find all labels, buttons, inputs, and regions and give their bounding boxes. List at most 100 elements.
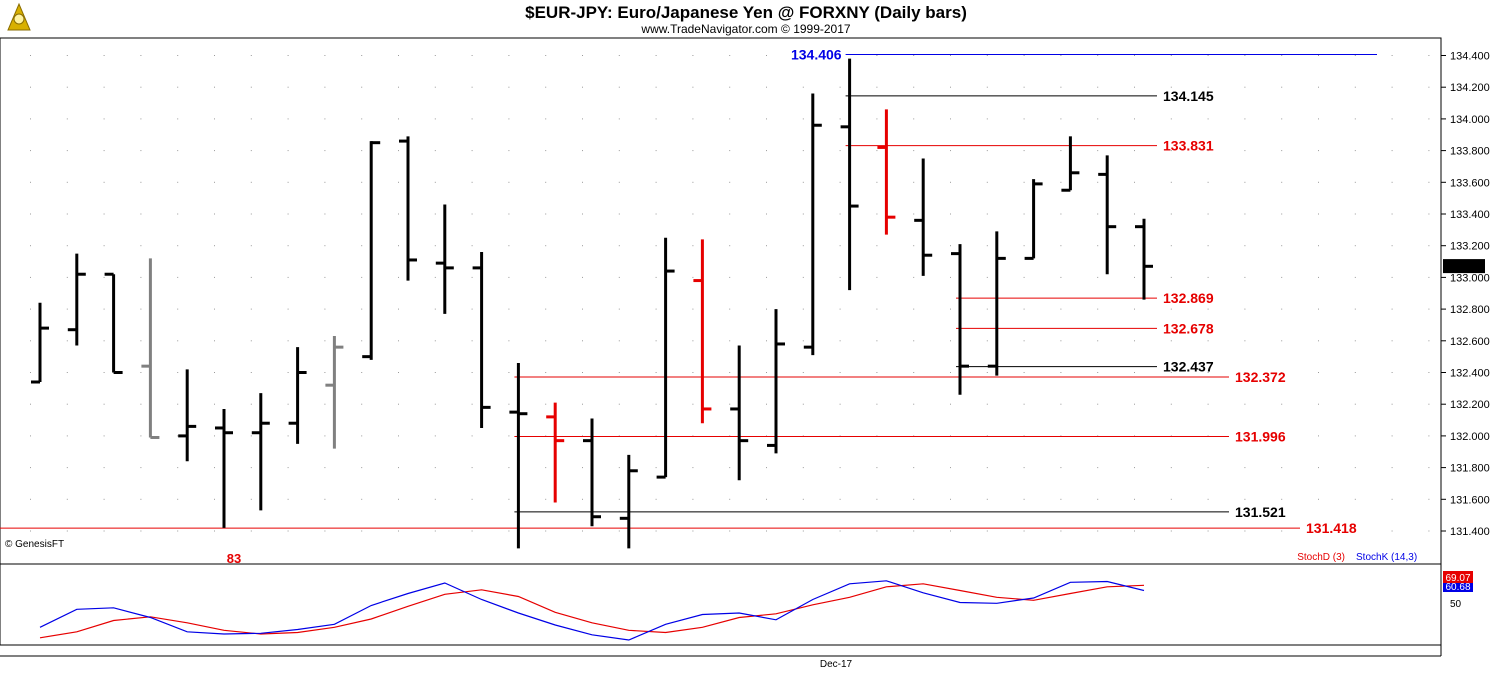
grid-dot [1170,308,1172,310]
grid-dot [876,86,878,88]
grid-dot [508,86,510,88]
grid-dot [1023,498,1025,500]
grid-dot [1207,308,1209,310]
grid-dot [103,150,105,152]
grid-dot [508,55,510,56]
grid-dot [398,340,399,342]
grid-dot [1318,308,1319,310]
grid-dot [140,86,142,88]
grid-dot [913,530,915,532]
grid-dot [30,150,31,152]
grid-dot [1170,530,1172,532]
grid-dot [545,435,547,437]
grid-dot [618,372,620,373]
grid-dot [1060,276,1062,278]
grid-dot [1244,181,1246,183]
grid-dot [1023,403,1025,405]
chart-title: $EUR-JPY: Euro/Japanese Yen @ FORXNY (Da… [525,3,967,22]
grid-dot [250,467,252,469]
grid-dot [692,530,694,532]
grid-dot [471,213,473,215]
grid-dot [618,403,620,405]
grid-dot [839,55,841,56]
grid-dot [766,276,767,278]
grid-dot [766,372,767,373]
grid-dot [140,276,142,278]
grid-dot [1207,150,1209,152]
grid-dot [508,276,510,278]
grid-dot [214,55,215,56]
grid-dot [250,403,252,405]
grid-dot [729,213,731,215]
grid-dot [950,245,951,247]
grid-dot [1097,403,1099,405]
grid-dot [766,181,767,183]
level-label: 131.996 [1235,429,1286,445]
grid-dot [1023,530,1025,532]
x-axis-label: Dec-17 [820,659,853,670]
y-tick-label: 134.400 [1450,51,1490,63]
last-price-badge: 133.071 [1443,259,1485,274]
grid-dot [1023,372,1025,373]
grid-dot [913,55,915,56]
grid-dot [177,150,179,152]
grid-dot [1281,150,1283,152]
grid-dot [582,276,583,278]
grid-dot [140,181,142,183]
grid-dot [177,245,179,247]
grid-dot [103,372,105,373]
grid-dot [1428,150,1430,152]
grid-dot [692,150,694,152]
grid-dot [250,213,252,215]
grid-dot [1244,467,1246,469]
grid-dot [618,467,620,469]
grid-dot [1170,150,1172,152]
grid-dot [802,86,804,88]
grid-dot [1207,181,1209,183]
grid-dot [802,213,804,215]
grid-dot [177,276,179,278]
grid-dot [1023,181,1025,183]
chart-subtitle: www.TradeNavigator.com © 1999-2017 [640,22,850,36]
grid-dot [214,276,215,278]
level-label: 132.437 [1163,359,1214,375]
grid-dot [324,530,326,532]
grid-dot [471,530,473,532]
grid-dot [324,308,326,310]
grid-dot [66,435,68,437]
grid-dot [950,55,951,56]
grid-dot [986,372,988,373]
grid-dot [434,181,436,183]
grid-dot [434,150,436,152]
stoch-d-legend: StochD (3) [1297,552,1345,563]
grid-dot [1318,340,1319,342]
grid-dot [287,213,289,215]
grid-dot [398,245,399,247]
grid-dot [1134,340,1135,342]
grid-dot [692,467,694,469]
grid-dot [140,340,142,342]
grid-dot [140,372,142,373]
grid-dot [729,55,731,56]
grid-dot [398,435,399,437]
grid-dot [30,86,31,88]
grid-dot [986,86,988,88]
grid-dot [177,340,179,342]
grid-dot [1391,308,1393,310]
grid-dot [950,530,951,532]
grid-dot [1134,403,1135,405]
grid-dot [950,372,951,373]
grid-dot [471,467,473,469]
grid-dot [250,276,252,278]
grid-dot [839,150,841,152]
grid-dot [986,403,988,405]
grid-dot [1060,372,1062,373]
grid-dot [618,498,620,500]
grid-dot [913,150,915,152]
grid-dot [398,530,399,532]
grid-dot [471,181,473,183]
indicator-panel [0,563,1442,646]
grid-dot [1318,530,1319,532]
grid-dot [545,403,547,405]
grid-dot [30,340,31,342]
